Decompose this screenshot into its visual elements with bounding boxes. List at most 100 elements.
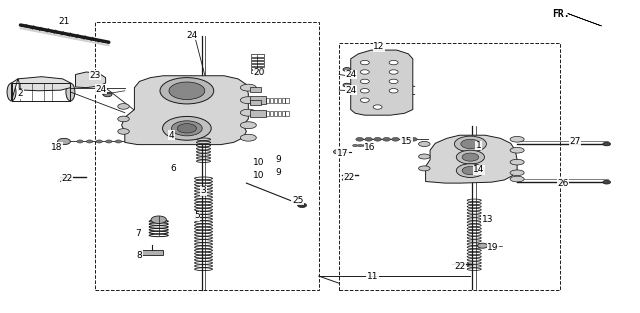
Polygon shape — [568, 13, 602, 26]
Text: 21: 21 — [58, 18, 70, 26]
Text: 6: 6 — [170, 164, 175, 173]
Circle shape — [160, 78, 214, 104]
Circle shape — [358, 144, 363, 147]
Polygon shape — [12, 77, 70, 101]
Circle shape — [353, 144, 358, 147]
Bar — [285, 111, 289, 116]
Bar — [274, 111, 277, 116]
Circle shape — [389, 89, 398, 93]
Circle shape — [172, 121, 202, 136]
Bar — [251, 70, 264, 73]
Circle shape — [356, 137, 364, 141]
Circle shape — [365, 137, 372, 141]
Circle shape — [454, 136, 486, 152]
Text: 13: 13 — [482, 215, 493, 224]
Circle shape — [462, 153, 479, 161]
Circle shape — [603, 180, 611, 184]
Circle shape — [360, 89, 369, 93]
Circle shape — [410, 137, 417, 141]
Bar — [285, 98, 289, 103]
Circle shape — [58, 138, 70, 145]
Circle shape — [343, 68, 351, 71]
Circle shape — [151, 216, 166, 223]
Bar — [251, 64, 264, 66]
Text: 22: 22 — [61, 174, 73, 183]
Ellipse shape — [241, 84, 256, 91]
Ellipse shape — [419, 141, 430, 146]
Bar — [251, 54, 264, 57]
Circle shape — [603, 142, 611, 146]
Bar — [270, 98, 273, 103]
Bar — [282, 111, 285, 116]
Bar — [266, 98, 269, 103]
Text: 23: 23 — [89, 71, 100, 80]
Ellipse shape — [510, 136, 524, 142]
Text: 19: 19 — [487, 243, 499, 252]
Circle shape — [401, 137, 408, 141]
Circle shape — [374, 137, 381, 141]
Polygon shape — [426, 135, 517, 183]
Text: 7: 7 — [135, 229, 140, 238]
Text: 12: 12 — [373, 43, 385, 51]
Bar — [251, 58, 264, 60]
Text: 10: 10 — [253, 171, 265, 180]
Bar — [274, 98, 277, 103]
Polygon shape — [122, 76, 248, 145]
Ellipse shape — [241, 122, 256, 129]
Ellipse shape — [419, 154, 430, 159]
Circle shape — [363, 144, 368, 147]
Ellipse shape — [510, 147, 524, 153]
Circle shape — [86, 140, 93, 143]
Bar — [278, 98, 281, 103]
Ellipse shape — [118, 116, 129, 122]
Circle shape — [383, 137, 390, 141]
Bar — [251, 67, 264, 69]
Ellipse shape — [241, 109, 256, 116]
Ellipse shape — [419, 166, 430, 171]
Circle shape — [96, 140, 102, 143]
Polygon shape — [351, 50, 413, 115]
Text: 27: 27 — [569, 137, 580, 146]
Text: 20: 20 — [253, 68, 265, 77]
Circle shape — [177, 124, 196, 133]
Text: 10: 10 — [253, 158, 265, 167]
Circle shape — [389, 70, 398, 74]
Text: 3: 3 — [201, 187, 206, 195]
Text: 22: 22 — [454, 262, 465, 271]
Ellipse shape — [510, 170, 524, 176]
Bar — [278, 111, 281, 116]
Circle shape — [389, 60, 398, 65]
Ellipse shape — [510, 159, 524, 165]
Circle shape — [163, 116, 211, 140]
Text: 24: 24 — [95, 85, 107, 94]
Text: 26: 26 — [557, 179, 569, 187]
Circle shape — [360, 70, 369, 74]
Text: 24: 24 — [345, 86, 356, 95]
Text: 9: 9 — [276, 168, 281, 177]
Circle shape — [373, 105, 382, 109]
Circle shape — [360, 98, 369, 102]
Circle shape — [115, 140, 122, 143]
Circle shape — [360, 79, 369, 84]
Bar — [250, 100, 261, 105]
Text: 4: 4 — [169, 131, 174, 140]
Text: 15: 15 — [401, 137, 412, 146]
Ellipse shape — [510, 176, 524, 182]
Ellipse shape — [241, 97, 256, 104]
Text: 25: 25 — [292, 196, 303, 205]
Ellipse shape — [241, 134, 256, 141]
Circle shape — [360, 60, 369, 65]
Text: 1: 1 — [476, 141, 481, 150]
Bar — [250, 96, 266, 104]
Text: 22: 22 — [343, 173, 355, 182]
Text: 24: 24 — [186, 31, 198, 39]
Text: 11: 11 — [367, 272, 378, 280]
Polygon shape — [140, 250, 163, 255]
Bar — [266, 111, 269, 116]
Bar — [250, 87, 261, 92]
Text: 18: 18 — [51, 143, 62, 151]
Text: 24: 24 — [345, 70, 356, 79]
Ellipse shape — [118, 104, 129, 109]
Circle shape — [462, 167, 479, 175]
Text: 16: 16 — [364, 143, 376, 152]
